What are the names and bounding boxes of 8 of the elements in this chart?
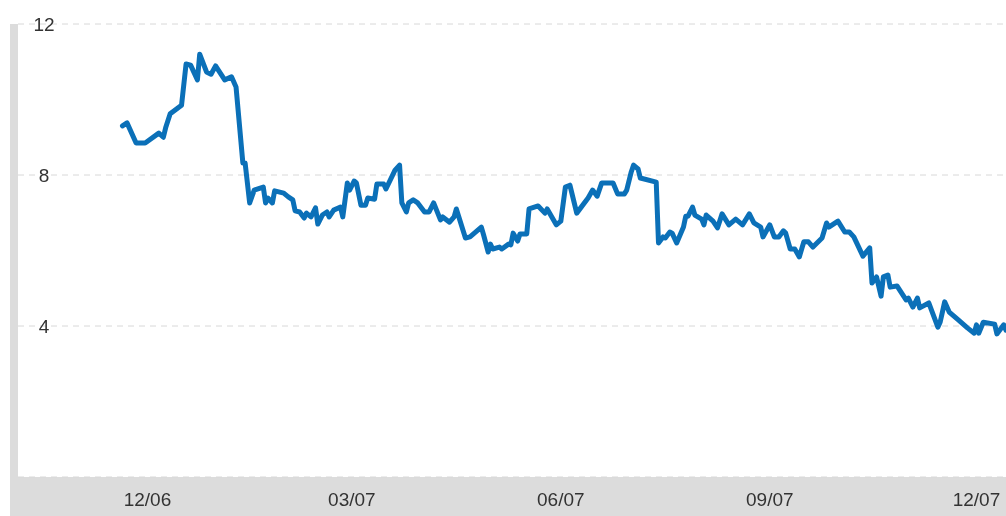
- x-tick-label: 12/06: [123, 489, 172, 511]
- x-tick-label: 09/07: [746, 489, 794, 511]
- y-tick-label: 12: [33, 14, 55, 35]
- y-tick-label: 8: [38, 165, 50, 186]
- x-tick-label: 03/07: [328, 489, 376, 511]
- y-tick-label: 4: [38, 316, 50, 337]
- x-tick-label: 06/07: [537, 489, 585, 511]
- x-tick-label: 12/07: [952, 489, 1001, 511]
